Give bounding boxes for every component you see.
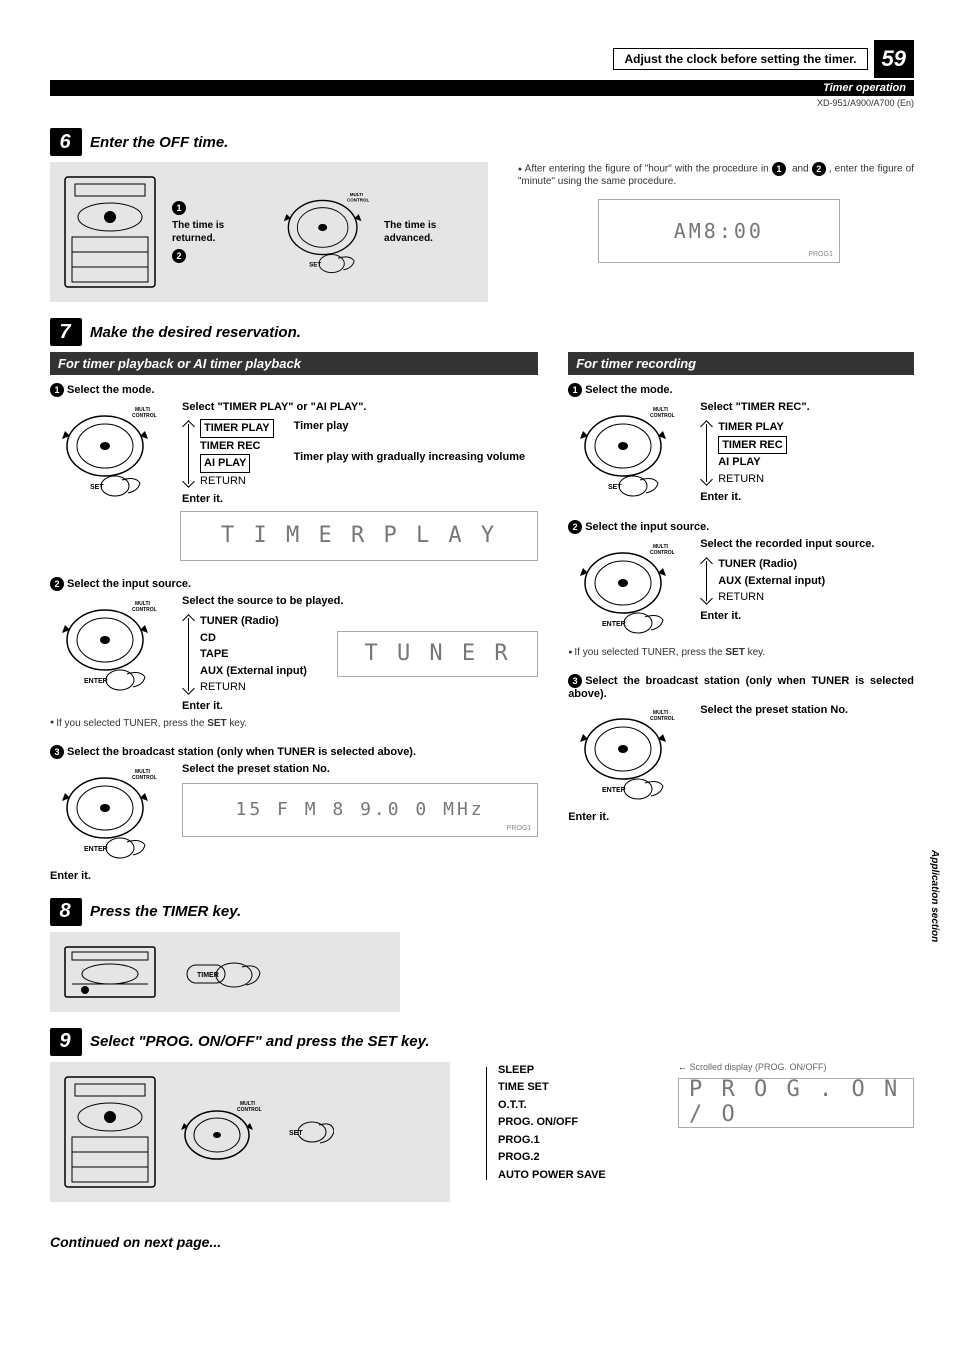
playback-source-menu: TUNER (Radio) CD TAPE AUX (External inpu… — [182, 613, 307, 696]
playback-sub3-instr: Select the preset station No. — [182, 763, 538, 775]
enter-it-label: Enter it. — [50, 870, 170, 882]
step9-badge: 9 — [50, 1028, 82, 1056]
enter-it-label: Enter it. — [182, 700, 538, 712]
enter-it-label: Enter it. — [568, 811, 688, 823]
recording-header-bar: For timer recording — [568, 352, 914, 375]
step6-badge: 6 — [50, 128, 82, 156]
clock-note-box: Adjust the clock before setting the time… — [613, 48, 867, 70]
stereo-device-icon — [60, 172, 160, 292]
dial-enter-icon: MULTI CONTROL ENTER — [568, 704, 678, 804]
svg-text:ENTER: ENTER — [84, 678, 108, 685]
timer-operation-bar: Timer operation — [50, 80, 914, 96]
dial-set-icon: MULTI CONTROL SET — [568, 401, 678, 501]
playback-sub2-note: If you selected TUNER, press the SET key… — [50, 718, 538, 729]
step6-diagram-box: 1 The time is returned. 2 MULTI CONTROL … — [50, 162, 488, 302]
stereo-device-icon — [60, 1072, 160, 1192]
multi-control-dial-icon: MULTI CONTROL SET — [273, 182, 372, 282]
step6-note: After entering the figure of "hour" with… — [518, 162, 914, 187]
dial-set-icon: MULTI CONTROL SET — [50, 401, 160, 501]
svg-text:ENTER: ENTER — [84, 846, 108, 853]
enter-it-label: Enter it. — [182, 493, 538, 505]
step9-diagram-box: MULTI CONTROL SET — [50, 1062, 450, 1202]
playback-sub2-title: 2Select the input source. — [50, 577, 538, 591]
svg-text:CONTROL: CONTROL — [347, 197, 369, 202]
step8-header: 8 Press the TIMER key. — [50, 898, 914, 926]
svg-text:CONTROL: CONTROL — [650, 550, 675, 556]
timer-play-lcd: T I M E R P L A Y — [180, 511, 538, 561]
svg-text:CONTROL: CONTROL — [132, 607, 157, 613]
svg-text:MULTI: MULTI — [349, 192, 362, 197]
enter-it-label: Enter it. — [700, 610, 914, 622]
playback-sub2-instr: Select the source to be played. — [182, 595, 538, 607]
page-header: Adjust the clock before setting the time… — [50, 40, 914, 78]
dial-enter-icon: MULTI CONTROL ENTER — [568, 538, 678, 638]
playback-mode-menu: TIMER PLAY TIMER REC AI PLAY RETURN — [182, 419, 274, 489]
badge-1-icon: 1 — [172, 201, 186, 215]
recording-sub3-instr: Select the preset station No. — [700, 704, 914, 716]
badge-2-icon: 2 — [172, 249, 186, 263]
svg-text:CONTROL: CONTROL — [237, 1107, 262, 1113]
ai-play-desc: Timer play with gradually increasing vol… — [294, 450, 539, 465]
step7-header: 7 Make the desired reservation. — [50, 318, 914, 346]
dial-enter-icon: MULTI CONTROL ENTER — [50, 595, 160, 695]
time-returned-caption: The time is returned. — [172, 219, 261, 245]
playback-sub1-instr: Select "TIMER PLAY" or "AI PLAY". — [182, 401, 538, 413]
svg-text:ENTER: ENTER — [602, 621, 626, 628]
model-id: XD-951/A900/A700 (En) — [50, 98, 914, 108]
step7-badge: 7 — [50, 318, 82, 346]
set-button-icon: SET — [274, 1107, 334, 1157]
playback-sub1-title: 1Select the mode. — [50, 383, 538, 397]
step7-title: Make the desired reservation. — [90, 324, 301, 341]
recording-sub1-title: 1Select the mode. — [568, 383, 914, 397]
timer-button-icon: TIMER — [172, 947, 262, 997]
page-number: 59 — [874, 40, 914, 78]
recording-sub3-title: 3Select the broadcast station (only when… — [568, 674, 914, 700]
playback-sub3-title: 3Select the broadcast station (only when… — [50, 745, 538, 759]
svg-text:SET: SET — [289, 1130, 303, 1137]
step6-title: Enter the OFF time. — [90, 134, 228, 151]
tuner-lcd: T U N E R — [337, 631, 538, 677]
step9-header: 9 Select "PROG. ON/OFF" and press the SE… — [50, 1028, 914, 1056]
svg-text:CONTROL: CONTROL — [650, 413, 675, 419]
enter-it-label: Enter it. — [700, 491, 914, 503]
step8-title: Press the TIMER key. — [90, 903, 241, 920]
svg-text:CONTROL: CONTROL — [132, 775, 157, 781]
scroll-display-note: Scrolled display (PROG. ON/OFF) — [678, 1062, 914, 1072]
multi-control-dial-icon: MULTI CONTROL — [172, 1097, 262, 1167]
dial-enter-icon: MULTI CONTROL ENTER — [50, 763, 160, 863]
recording-mode-menu: TIMER PLAY TIMER REC AI PLAY RETURN — [700, 419, 914, 487]
station-lcd: 15 F M 8 9.0 0 MHz PROG1 — [182, 783, 538, 837]
stereo-device-icon — [60, 942, 160, 1002]
step8-badge: 8 — [50, 898, 82, 926]
step9-menu-list: SLEEP TIME SET O.T.T. PROG. ON/OFF PROG.… — [480, 1062, 648, 1185]
step6-header: 6 Enter the OFF time. — [50, 128, 488, 156]
recording-sub2-note: If you selected TUNER, press the SET key… — [568, 647, 914, 658]
svg-text:CONTROL: CONTROL — [132, 413, 157, 419]
prog-onoff-lcd: P R O G . O N / O — [678, 1078, 914, 1128]
section-side-tab: Application section — [929, 850, 940, 942]
recording-sub2-instr: Select the recorded input source. — [700, 538, 914, 550]
recording-sub1-instr: Select "TIMER REC". — [700, 401, 914, 413]
step9-title: Select "PROG. ON/OFF" and press the SET … — [90, 1033, 430, 1050]
recording-sub2-title: 2Select the input source. — [568, 520, 914, 534]
playback-header-bar: For timer playback or AI timer playback — [50, 352, 538, 375]
svg-text:CONTROL: CONTROL — [650, 716, 675, 722]
timer-play-desc: Timer play — [294, 419, 539, 434]
svg-text:ENTER: ENTER — [602, 787, 626, 794]
step6-lcd-display: AM8:00 PROG1 — [598, 199, 840, 263]
continued-footer: Continued on next page... — [50, 1234, 914, 1250]
recording-source-menu: TUNER (Radio) AUX (External input) RETUR… — [700, 556, 914, 606]
step8-diagram-box: TIMER — [50, 932, 400, 1012]
time-advanced-caption: The time is advanced. — [384, 219, 478, 245]
